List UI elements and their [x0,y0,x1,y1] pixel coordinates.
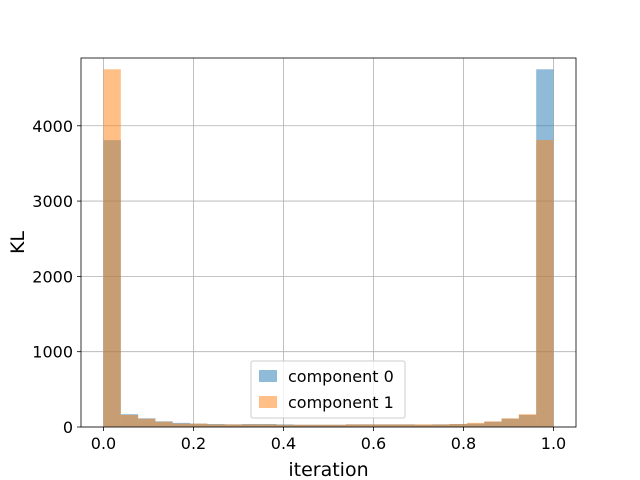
legend-box [250,360,406,419]
histogram-bar-component-1 [276,424,294,427]
x-tick-label: 0.6 [361,434,386,453]
histogram-bar-component-1 [345,424,364,427]
y-tick-label: 1000 [32,343,73,362]
legend-label-component-0: component 0 [288,367,394,386]
histogram-bar-component-1 [449,423,467,427]
y-tick-label: 2000 [32,267,73,286]
y-axis-label: KL [7,231,29,254]
x-tick-label: 0.2 [181,434,206,453]
histogram-bar-component-1 [155,421,173,427]
histogram-bar-component-1 [207,424,225,427]
legend: component 0 component 1 [250,360,406,419]
histogram-bar-component-1 [484,421,502,427]
histogram-bar-component-1 [518,414,537,427]
x-tick-label: 0.8 [451,434,476,453]
histogram-bar-component-1 [501,418,519,427]
histogram-bar-component-1 [415,424,433,427]
histogram-bar-component-1 [293,424,312,427]
y-tick-label: 0 [63,418,73,437]
x-axis-label: iteration [288,459,368,480]
histogram-bar-component-1 [328,424,346,427]
histogram-bar-component-1 [103,69,121,427]
histogram-bar-component-1 [190,423,208,427]
histogram-bar-component-1 [172,423,191,427]
histogram-bar-component-1 [466,422,485,427]
y-tick-label: 4000 [32,117,73,136]
histogram-bar-component-1 [380,424,398,427]
histogram-bar-component-1 [120,414,139,427]
histogram-bars [103,69,554,427]
axis-ticks: 0.0 0.2 0.4 0.6 0.8 1.0 0 1000 2000 3000 4000 [32,117,566,453]
histogram-bar-component-1 [259,424,277,427]
legend-swatch-component-1 [259,396,277,408]
x-tick-label: 0.4 [271,434,296,453]
legend-swatch-component-0 [259,370,277,382]
histogram-bar-component-1 [397,424,416,427]
y-tick-label: 3000 [32,192,73,211]
histogram-bar-component-1 [241,424,260,427]
x-tick-label: 0.0 [91,434,116,453]
legend-label-component-1: component 1 [288,393,394,412]
x-tick-label: 1.0 [541,434,566,453]
histogram-bar-component-1 [536,140,554,427]
histogram-bar-component-1 [432,424,450,427]
histogram-bar-component-1 [363,424,381,427]
histogram-bar-component-1 [311,424,329,427]
histogram-bar-component-1 [224,424,242,427]
histogram-bar-component-1 [138,418,156,427]
plot-frame [80,57,577,428]
